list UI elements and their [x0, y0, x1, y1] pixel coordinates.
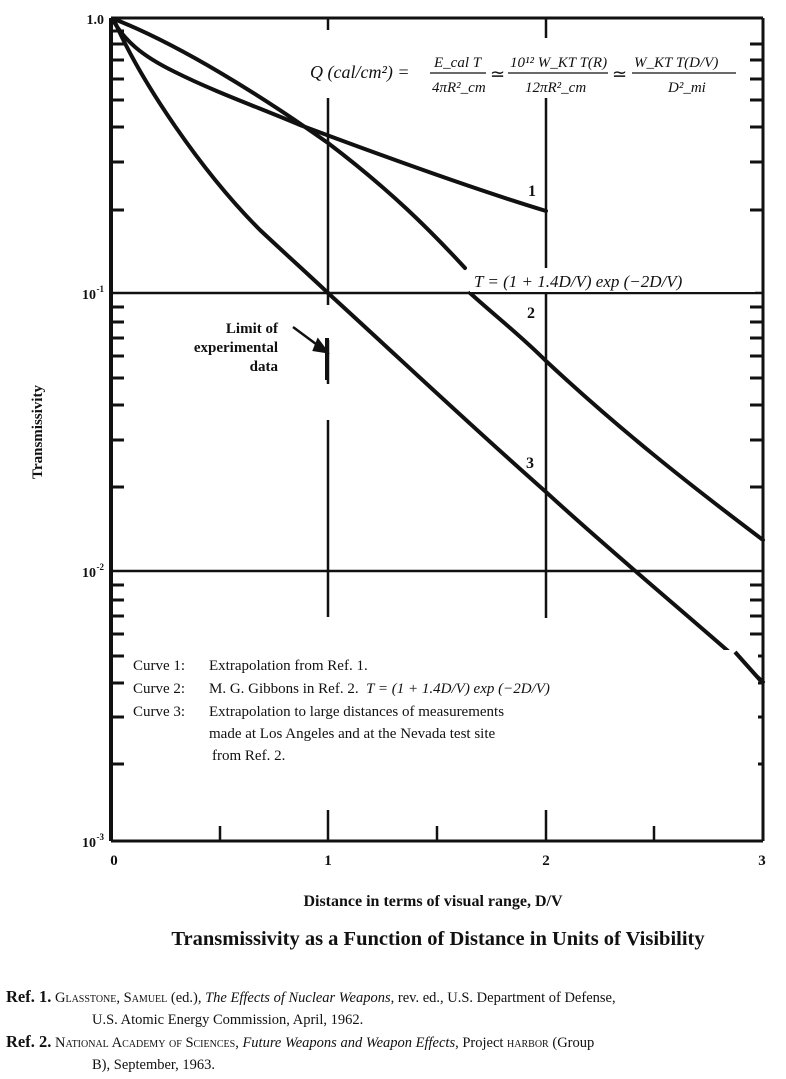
- y-axis-label: Transmissivity: [30, 385, 46, 479]
- ref-1-author: Glasstone, Samuel: [54, 990, 168, 1006]
- legend-bg: [128, 650, 758, 778]
- curve-3-tail: [733, 650, 762, 682]
- formula-approx-1: ≃: [490, 64, 505, 84]
- curve-3-label: 3: [526, 455, 534, 472]
- ref-2-author: National Academy of Sciences: [54, 1035, 236, 1051]
- x-tick-labels: 0 1 2 3: [110, 853, 766, 869]
- legend-item-3: Curve 3: Extrapolation to large distances…: [133, 702, 504, 723]
- chart-title: Transmissivity as a Function of Distance…: [171, 928, 705, 950]
- gridlines: [111, 18, 763, 841]
- limit-text-3: data: [250, 359, 279, 375]
- curve-1: [112, 20, 548, 213]
- limit-text-1: Limit of: [226, 321, 279, 337]
- legend-formula-2: T = (1 + 1.4D/V) exp (−2D/V): [366, 681, 550, 697]
- legend-text-1: Extrapolation from Ref. 1.: [209, 658, 368, 674]
- legend-item-1: Curve 1: Extrapolation from Ref. 1.: [133, 656, 368, 677]
- ref-2-work: Future Weapons and Weapon Effects: [242, 1035, 456, 1051]
- formula-f3-num: W_KT T(D/V): [634, 55, 718, 71]
- curve-1-label: 1: [528, 183, 536, 200]
- legend-text-2: M. G. Gibbons in Ref. 2.: [209, 681, 359, 697]
- y-tick-0.001: 10: [82, 836, 96, 851]
- t-formula: T = (1 + 1.4D/V) exp (−2D/V): [470, 268, 755, 292]
- legend-text-3: Extrapolation to large distances of meas…: [209, 704, 505, 720]
- y-tick-0.01-exp: -2: [97, 562, 105, 572]
- formula-f2-num: 10¹² W_KT T(R): [510, 55, 607, 71]
- reference-2: Ref. 2. National Academy of Sciences, Fu…: [6, 1031, 594, 1076]
- reference-1: Ref. 1. Glasstone, Samuel (ed.), The Eff…: [6, 986, 616, 1031]
- formula-f2-den: 12πR²_cm: [525, 80, 586, 96]
- y-tick-labels: 1.0 10 -1 10 -2 10 -3: [82, 13, 104, 851]
- y-tick-0.001-exp: -3: [97, 832, 105, 842]
- formula-lhs: Q (cal/cm²) =: [310, 62, 410, 83]
- q-formula: Q (cal/cm²) = E_cal T 4πR²_cm ≃ 10¹² W_K…: [305, 42, 745, 98]
- ref-1-cont: U.S. Atomic Energy Commission, April, 19…: [92, 1012, 364, 1028]
- t-formula-text: T = (1 + 1.4D/V) exp (−2D/V): [474, 272, 683, 291]
- ref-1-work: The Effects of Nuclear Weapons: [205, 990, 391, 1006]
- x-tick-0: 0: [110, 853, 118, 869]
- ref-2-sep: ,: [235, 1035, 243, 1051]
- curves: [112, 17, 765, 684]
- y-tick-1: 1.0: [87, 13, 105, 28]
- formula-approx-2: ≃: [612, 64, 627, 84]
- ref-2-number: Ref. 2.: [6, 1032, 52, 1051]
- limit-text-2: experimental: [194, 340, 278, 356]
- legend-label-3: Curve 3:: [133, 704, 186, 720]
- curve-labels: 1 2 3: [526, 183, 536, 472]
- legend-label-2: Curve 2:: [133, 681, 186, 697]
- formula-f3-den: D²_mi: [667, 80, 706, 96]
- ref-1-number: Ref. 1.: [6, 987, 52, 1006]
- ref-2-project: harbor: [507, 1035, 549, 1051]
- curve-2: [112, 17, 765, 542]
- curve-2-label: 2: [527, 305, 535, 322]
- limit-annotation: Limit of experimental data: [194, 321, 279, 375]
- curve-3: [112, 18, 765, 684]
- x-axis-label: Distance in terms of visual range, D/V: [303, 893, 563, 910]
- ref-2-rest: , Project: [455, 1035, 508, 1051]
- limit-arrow: [292, 325, 330, 380]
- x-tick-2: 2: [542, 853, 550, 869]
- ref-1-ed: (ed.),: [167, 990, 206, 1006]
- y-tick-0.1: 10: [82, 288, 96, 303]
- ref-2-cont: B), September, 1963.: [92, 1057, 216, 1073]
- formula-f1-num: E_cal T: [433, 55, 483, 71]
- legend-label-1: Curve 1:: [133, 658, 186, 674]
- y-tick-0.1-exp: -1: [97, 284, 105, 294]
- legend-text-3-cont1: made at Los Angeles and at the Nevada te…: [209, 726, 496, 742]
- y-tick-0.01: 10: [82, 566, 96, 581]
- ref-2-rest2: (Group: [548, 1035, 595, 1051]
- formula-f1-den: 4πR²_cm: [432, 80, 486, 96]
- legend-item-2: Curve 2: M. G. Gibbons in Ref. 2. T = (1 …: [133, 679, 550, 700]
- legend-text-3-cont2: from Ref. 2.: [212, 748, 286, 764]
- x-tick-3: 3: [758, 853, 766, 869]
- x-tick-1: 1: [324, 853, 332, 869]
- ref-1-rest: , rev. ed., U.S. Department of Defense,: [390, 990, 616, 1006]
